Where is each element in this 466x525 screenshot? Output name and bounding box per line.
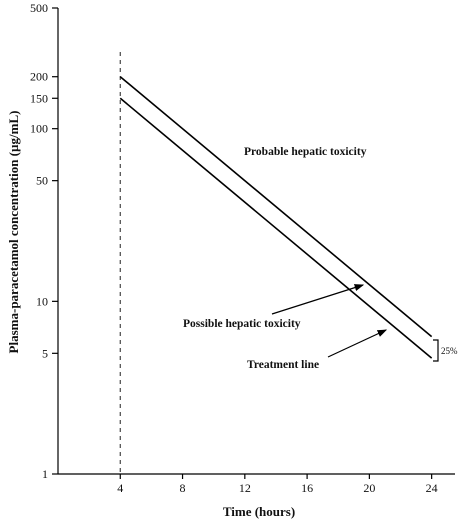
y-tick-label: 100 xyxy=(30,122,48,136)
x-tick-label: 20 xyxy=(363,481,375,495)
x-tick-label: 16 xyxy=(301,481,313,495)
x-ticks: 4 8 12 16 20 24 xyxy=(117,474,438,495)
possible-toxicity-label: Possible hepatic toxicity xyxy=(183,318,301,330)
x-axis-title: Time (hours) xyxy=(223,504,295,519)
series-line-treatment xyxy=(119,97,433,359)
y-tick-label: 1 xyxy=(42,467,48,481)
probable-toxicity-label: Probable hepatic toxicity xyxy=(244,146,367,158)
y-tick-label: 150 xyxy=(30,91,48,105)
gap-label: 25% xyxy=(441,346,458,356)
x-tick-label: 24 xyxy=(426,481,438,495)
series-line-probable-toxicity xyxy=(119,76,433,338)
gap-bracket xyxy=(433,339,439,362)
treatment-line-label: Treatment line xyxy=(247,359,319,371)
y-tick-label: 50 xyxy=(36,174,48,188)
x-tick-label: 12 xyxy=(239,481,251,495)
y-tick-label: 10 xyxy=(36,294,48,308)
x-tick-label: 4 xyxy=(117,481,123,495)
y-axis-title: Plasma-paracetamol concentration (µg/mL) xyxy=(6,111,21,354)
y-tick-label: 200 xyxy=(30,70,48,84)
y-tick-label: 500 xyxy=(30,1,48,15)
treatment-line-arrow xyxy=(327,329,388,358)
possible-toxicity-arrow xyxy=(271,284,365,315)
y-tick-label: 5 xyxy=(42,346,48,360)
x-tick-label: 8 xyxy=(180,481,186,495)
y-ticks: 1 5 10 50 100 150 200 500 xyxy=(30,1,58,481)
series-group xyxy=(119,76,433,359)
